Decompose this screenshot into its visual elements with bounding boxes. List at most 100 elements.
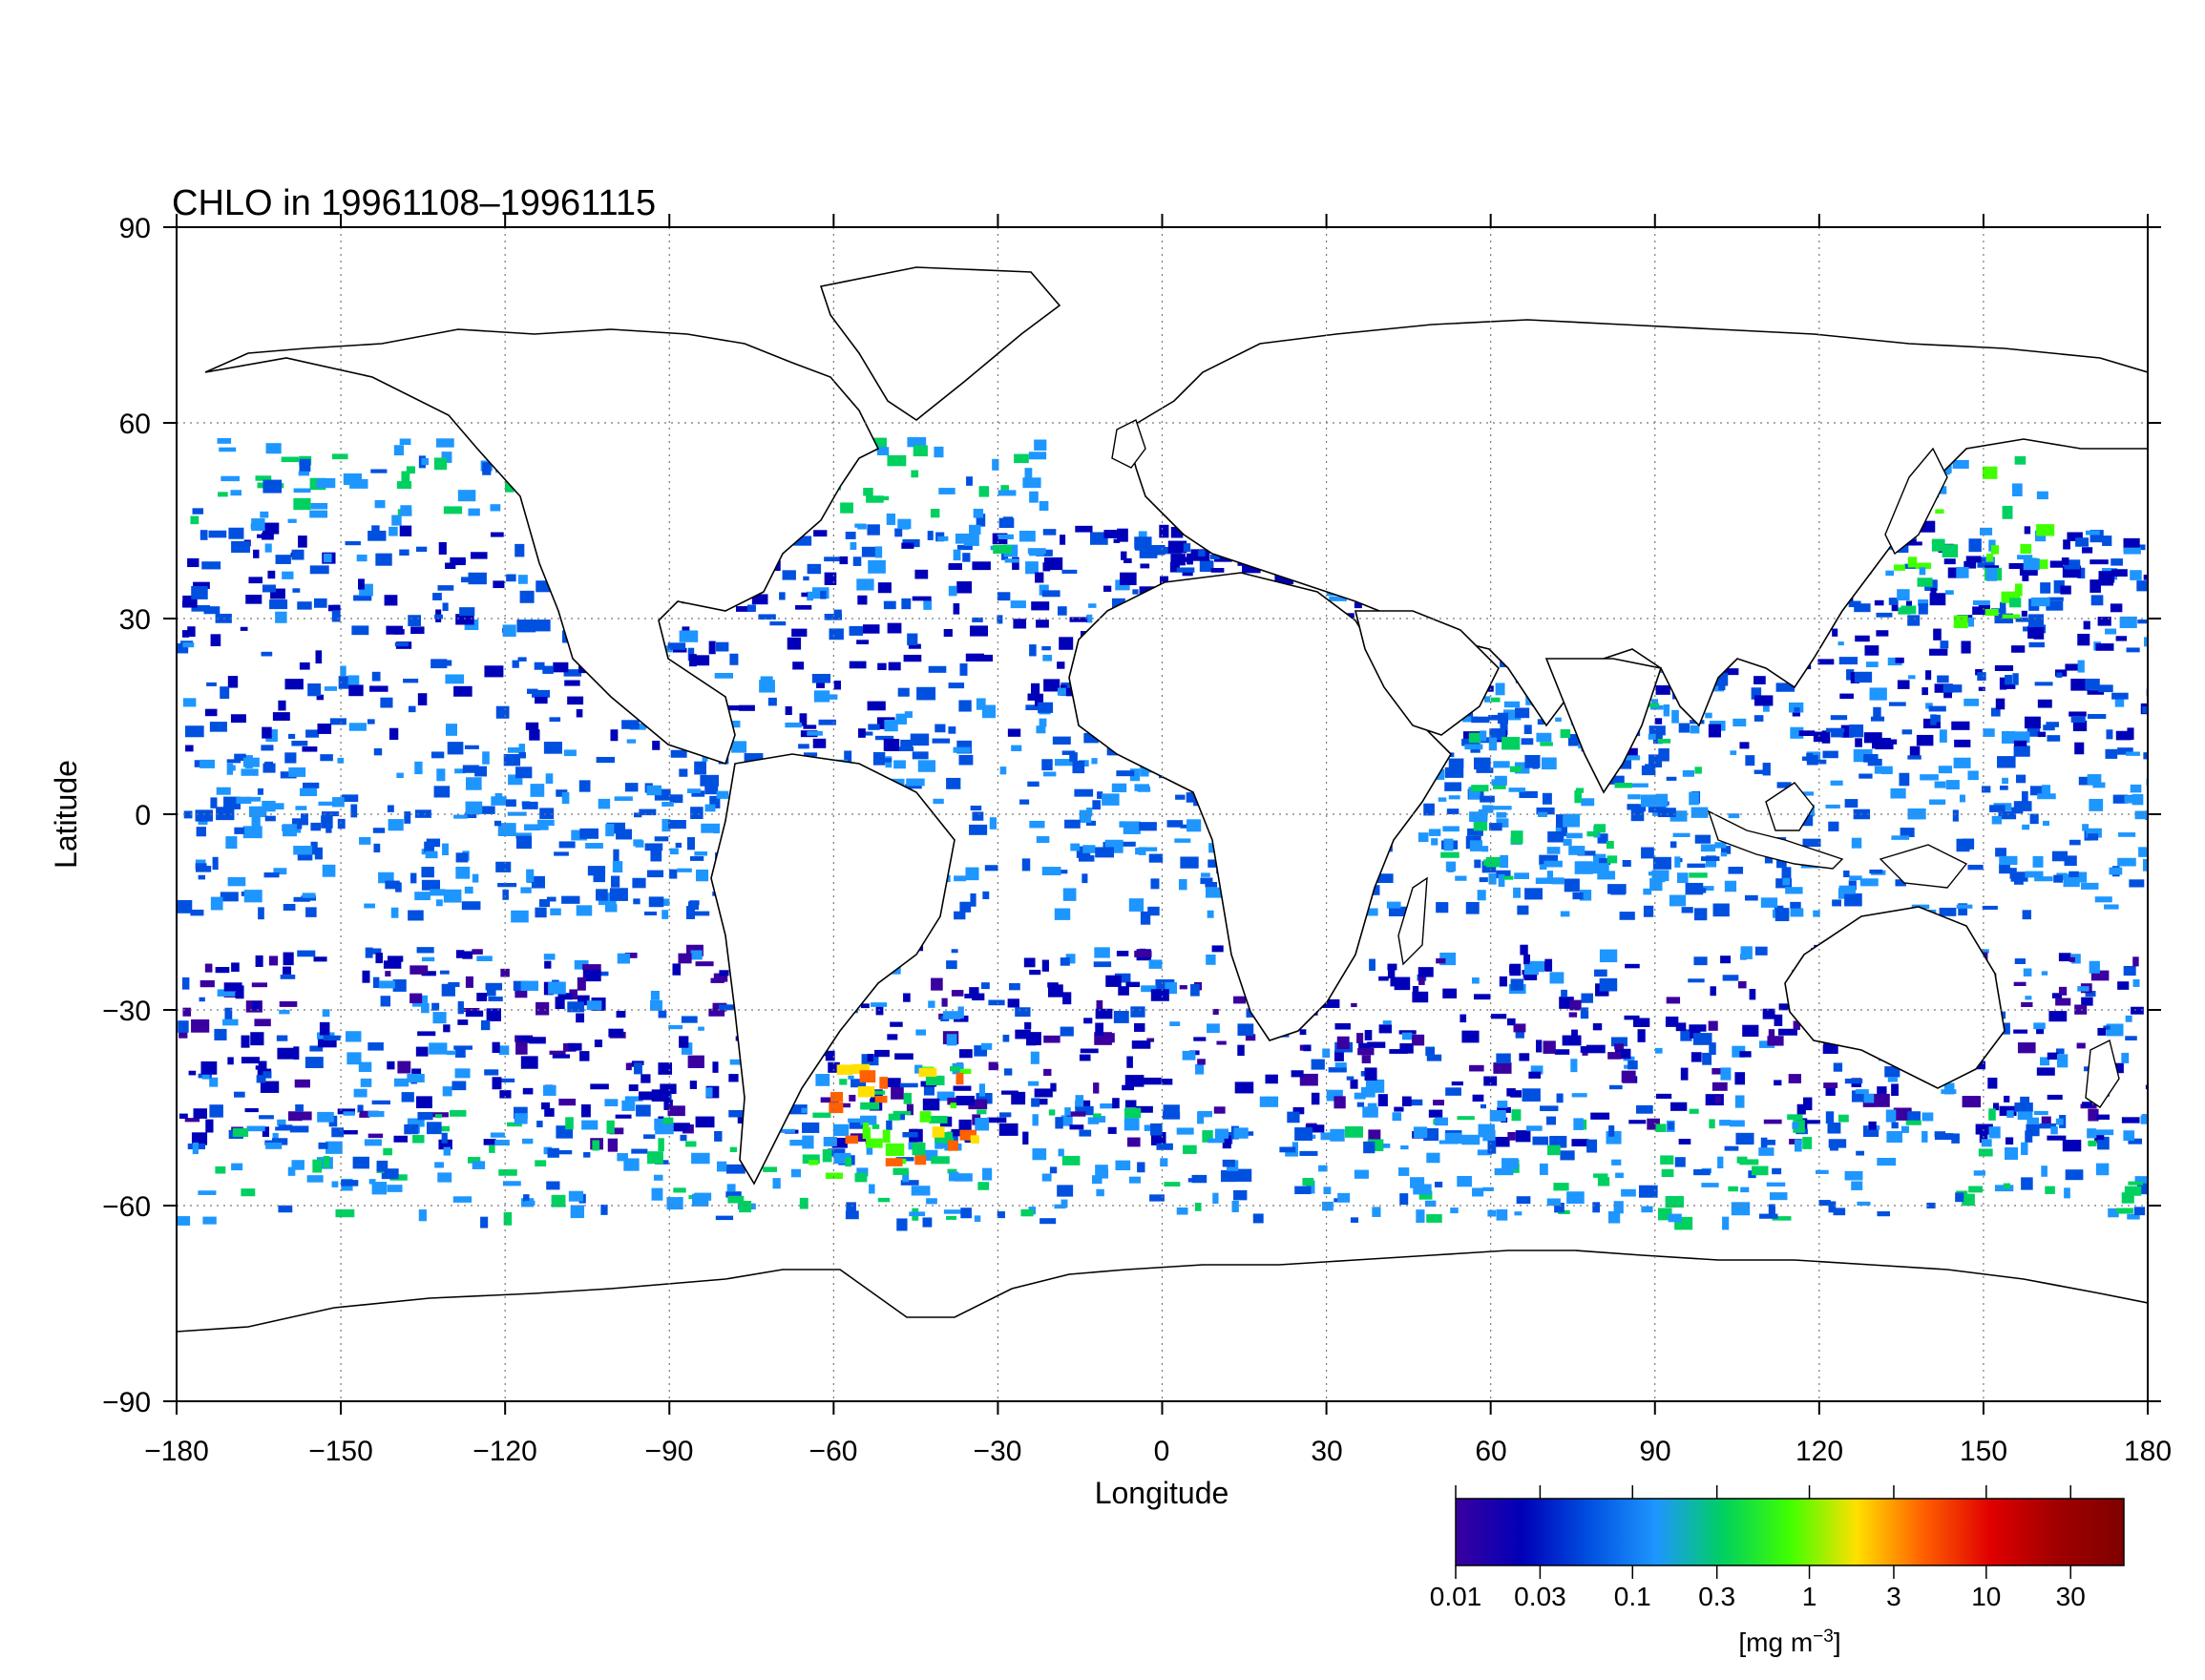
chlorophyll-cell	[1039, 584, 1049, 596]
chlorophyll-cell	[262, 800, 276, 812]
chlorophyll-cell	[1237, 1044, 1245, 1057]
chlorophyll-cell	[978, 486, 990, 497]
chlorophyll-cell	[1709, 1119, 1715, 1129]
chlorophyll-cell	[807, 563, 822, 575]
chlorophyll-cell	[2053, 579, 2065, 594]
chlorophyll-cell	[202, 1216, 217, 1225]
chlorophyll-cell	[928, 665, 947, 673]
chlorophyll-cell	[407, 1118, 425, 1127]
chlorophyll-cell	[1322, 998, 1340, 1008]
chlorophyll-cell	[698, 1026, 704, 1031]
chlorophyll-cell	[686, 837, 695, 850]
landmass-india	[1544, 658, 1663, 794]
chlorophyll-cell	[227, 876, 246, 887]
chlorophyll-cell	[1714, 842, 1727, 849]
chlorophyll-cell	[1060, 1115, 1073, 1126]
chlorophyll-cell	[561, 791, 570, 805]
chlorophyll-cell	[1529, 960, 1544, 973]
chlorophyll-cell	[1758, 1147, 1774, 1156]
chlorophyll-cell	[1103, 530, 1122, 538]
chlorophyll-cell	[445, 674, 465, 684]
chlorophyll-cell	[2141, 813, 2148, 820]
chlorophyll-cell	[287, 1111, 303, 1122]
chlorophyll-cell	[1057, 662, 1065, 669]
chlorophyll-cell	[539, 808, 555, 819]
chlorophyll-cell	[828, 1148, 846, 1156]
chlorophyll-cell	[1905, 600, 1912, 608]
chlorophyll-cell	[1468, 732, 1481, 744]
chlorophyll-cell	[2121, 1192, 2134, 1204]
chlorophyll-cell	[1838, 1114, 1849, 1123]
chlorophyll-cell	[2068, 956, 2075, 962]
chlorophyll-cell	[887, 454, 907, 467]
x-tick-label: −90	[645, 1436, 694, 1467]
chlorophyll-cell	[1993, 1102, 2000, 1111]
landmass-greenland	[819, 266, 1061, 421]
chlorophyll-cell	[1079, 1129, 1092, 1137]
chlorophyll-cell	[1140, 847, 1158, 851]
chlorophyll-cell	[1986, 567, 1998, 581]
chlorophyll-cell	[660, 1083, 677, 1095]
chlorophyll-cell	[536, 1121, 543, 1127]
chlorophyll-cell	[1754, 946, 1768, 956]
chlorophyll-cell	[1442, 826, 1460, 832]
chlorophyll-cell	[976, 1092, 993, 1104]
chlorophyll-cell	[633, 839, 643, 847]
chlorophyll-cell	[1358, 1042, 1371, 1050]
chlorophyll-cell	[1933, 628, 1942, 640]
chlorophyll-cell	[514, 1113, 528, 1124]
chlorophyll-cell	[1732, 718, 1747, 727]
chlorophyll-cell	[356, 555, 368, 562]
chlorophyll-cell	[1823, 1082, 1838, 1089]
chlorophyll-cell	[493, 580, 505, 589]
chlorophyll-cell	[1682, 769, 1694, 777]
chlorophyll-cell	[1474, 859, 1481, 869]
chlorophyll-cell	[1465, 901, 1480, 914]
chlorophyll-cell	[867, 701, 886, 711]
chlorophyll-cell	[1135, 1105, 1153, 1113]
chlorophyll-cell	[437, 585, 454, 591]
chlorophyll-cell	[1418, 967, 1434, 977]
chlorophyll-cell	[849, 625, 864, 636]
chlorophyll-cell	[997, 592, 1011, 601]
colorbar-tick-label: 0.03	[1514, 1582, 1566, 1611]
chlorophyll-cell	[1042, 562, 1051, 572]
chlorophyll-cell	[353, 1088, 368, 1098]
chlorophyll-cell	[1968, 1186, 1983, 1193]
chlorophyll-cell	[1878, 739, 1898, 745]
chlorophyll-cell	[1592, 1023, 1603, 1031]
chlorophyll-cell	[852, 556, 862, 566]
chlorophyll-cell	[1030, 1051, 1040, 1064]
chlorophyll-cell	[1515, 707, 1530, 719]
chlorophyll-cell	[1442, 988, 1458, 998]
chlorophyll-cell	[2105, 748, 2118, 759]
landmass-borneo	[1765, 782, 1815, 831]
chlorophyll-cell	[459, 607, 475, 617]
chlorophyll-cell	[695, 1116, 715, 1128]
chlorophyll-cell	[299, 458, 311, 472]
chlorophyll-cell	[1983, 728, 1995, 737]
chlorophyll-cell	[404, 1124, 419, 1135]
chlorophyll-cell	[460, 577, 471, 583]
chlorophyll-cell	[1637, 1029, 1646, 1042]
chlorophyll-cell	[909, 1211, 926, 1217]
chlorophyll-cell	[947, 1140, 958, 1151]
x-tick-label: 150	[1960, 1436, 2007, 1467]
chlorophyll-cell	[1029, 969, 1041, 976]
chlorophyll-cell	[453, 685, 472, 697]
chlorophyll-cell	[1474, 757, 1491, 770]
x-tick-labels: −180 −150 −120 −90 −60 −30 0 30 60 90 12…	[144, 1436, 2172, 1467]
chlorophyll-cell	[978, 1083, 986, 1097]
chlorophyll-cell	[1954, 739, 1971, 747]
chlorophyll-cell	[323, 1155, 330, 1168]
chlorophyll-cell	[1822, 750, 1838, 759]
chlorophyll-cell	[1294, 1186, 1312, 1195]
chlorophyll-cell	[1536, 732, 1552, 743]
chlorophyll-cell	[494, 792, 503, 804]
chlorophyll-cell	[1803, 1097, 1813, 1111]
chlorophyll-cell	[1483, 696, 1491, 703]
chlorophyll-cell	[1760, 1137, 1768, 1148]
chlorophyll-cell	[417, 1111, 433, 1121]
chlorophyll-cell	[1326, 1089, 1343, 1102]
chlorophyll-cell	[2143, 637, 2148, 647]
